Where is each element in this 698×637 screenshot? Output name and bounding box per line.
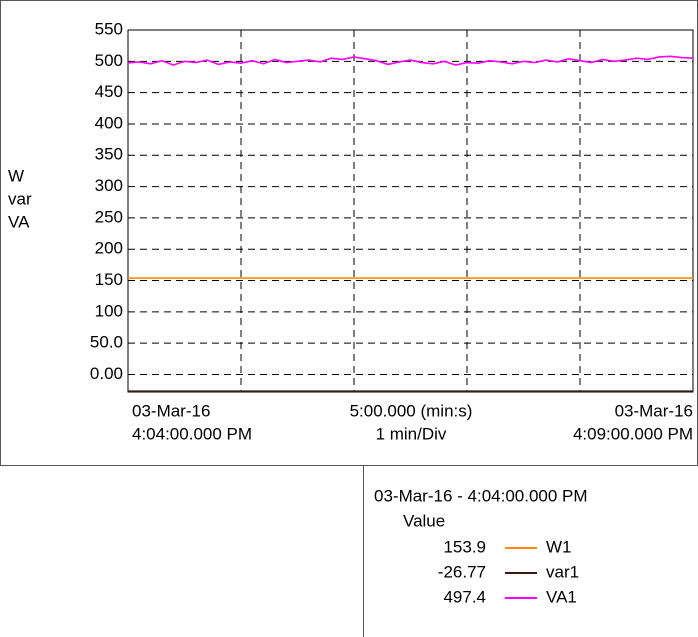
x-axis-label: 03-Mar-16 — [615, 401, 693, 420]
y-tick-label: 0.00 — [90, 364, 123, 383]
series-line — [127, 55, 694, 66]
y-tick-label: 250 — [95, 207, 123, 226]
y-tick-label: 50.0 — [90, 333, 123, 352]
x-axis-label: 4:04:00.000 PM — [132, 424, 252, 443]
y-tick-label: 350 — [95, 145, 123, 164]
legend-value: -26.77 — [438, 562, 486, 581]
legend-name: W1 — [546, 537, 572, 556]
x-axis-label: 1 min/Div — [376, 424, 447, 443]
y-tick-label: 100 — [95, 301, 123, 320]
y-tick-label: 450 — [95, 82, 123, 101]
legend-value: 497.4 — [443, 587, 486, 606]
y-tick-label: 550 — [95, 19, 123, 38]
y-axis-label: W — [8, 166, 24, 185]
legend-name: VA1 — [546, 587, 577, 606]
legend-header: Value — [403, 511, 445, 530]
y-tick-label: 400 — [95, 113, 123, 132]
y-axis-label: VA — [8, 212, 30, 231]
y-axis-label: var — [8, 189, 32, 208]
plot-border — [127, 29, 694, 393]
y-tick-label: 500 — [95, 51, 123, 70]
legend-value: 153.9 — [443, 537, 486, 556]
chart-frame — [0, 0, 698, 466]
legend-title: 03-Mar-16 - 4:04:00.000 PM — [374, 486, 588, 505]
x-axis-label: 4:09:00.000 PM — [573, 424, 693, 443]
legend-name: var1 — [546, 562, 579, 581]
y-tick-label: 300 — [95, 176, 123, 195]
y-tick-label: 150 — [95, 270, 123, 289]
y-tick-label: 200 — [95, 239, 123, 258]
x-axis-label: 5:00.000 (min:s) — [350, 401, 473, 420]
x-axis-label: 03-Mar-16 — [132, 401, 210, 420]
